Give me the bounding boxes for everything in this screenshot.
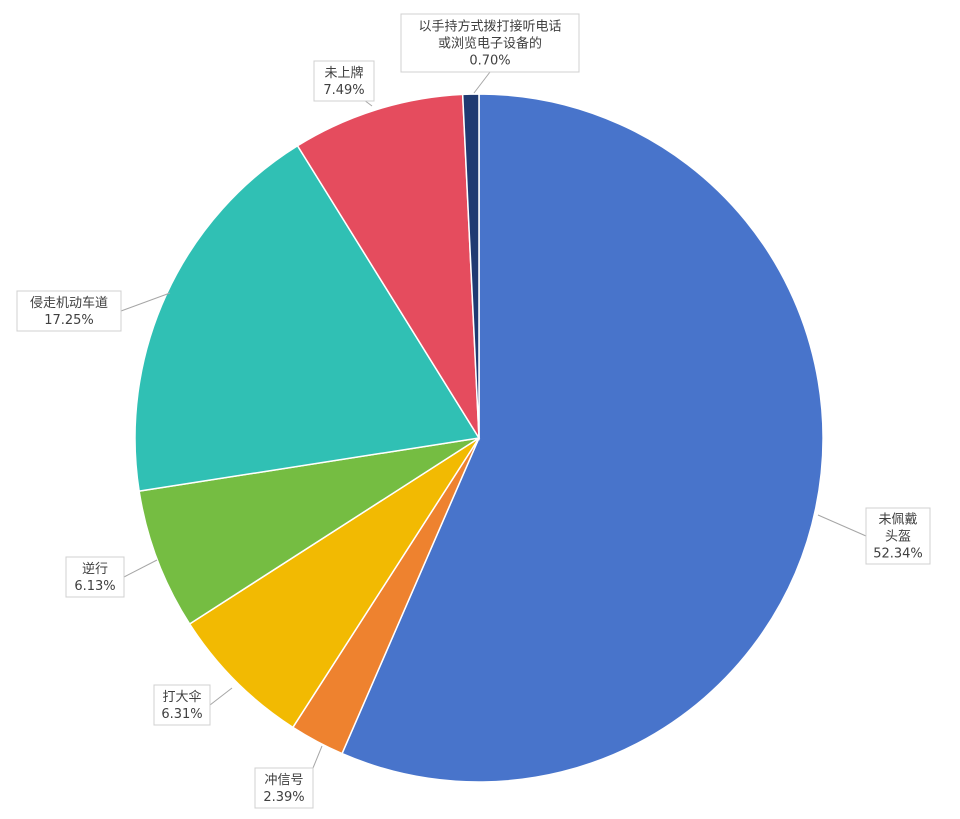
pie-slice bbox=[341, 93, 824, 783]
leader-line bbox=[817, 514, 867, 537]
slice-value-label: 6.31% bbox=[161, 707, 202, 722]
slice-category-label: 以手持方式拨打接听电话 bbox=[418, 19, 561, 35]
slice-value-label: 52.34% bbox=[873, 547, 923, 562]
slice-category-label: 未佩戴 bbox=[878, 513, 917, 528]
pie-slice bbox=[461, 93, 480, 439]
pie-slice bbox=[188, 437, 480, 729]
slice-category-label: 或浏览电子设备的 bbox=[438, 36, 542, 52]
label-box bbox=[153, 684, 211, 726]
label-box bbox=[400, 13, 580, 73]
slice-category-label: 头盔 bbox=[885, 529, 911, 545]
slice-category-label: 冲信号 bbox=[264, 773, 303, 788]
slice-category-label: 打大伞 bbox=[162, 689, 201, 705]
slice-value-label: 17.25% bbox=[44, 313, 94, 328]
label-box bbox=[65, 556, 125, 598]
label-box bbox=[313, 60, 375, 102]
slice-label: 冲信号 2.39% bbox=[254, 767, 314, 809]
slice-value-label: 7.49% bbox=[323, 83, 364, 98]
leader-line bbox=[312, 745, 323, 769]
pie-slices bbox=[134, 93, 824, 783]
leader-line bbox=[123, 559, 158, 578]
label-box bbox=[865, 507, 931, 565]
slice-label: 未上牌 7.49% bbox=[313, 60, 375, 102]
slice-category-label: 未上牌 bbox=[324, 65, 363, 81]
slice-value-label: 6.13% bbox=[74, 579, 115, 594]
leader-line bbox=[120, 292, 171, 312]
slice-label: 逆行 6.13% bbox=[65, 556, 125, 598]
pie-slice bbox=[138, 437, 480, 625]
slice-category-label: 逆行 bbox=[82, 561, 108, 577]
slice-value-label: 0.70% bbox=[469, 54, 510, 69]
label-box bbox=[254, 767, 314, 809]
slice-label: 侵走机动车道 17.25% bbox=[16, 290, 122, 332]
leader-line bbox=[209, 687, 233, 706]
pie-slice bbox=[296, 93, 480, 441]
label-box bbox=[16, 290, 122, 332]
leader-line bbox=[473, 71, 491, 94]
slice-label: 打大伞 6.31% bbox=[153, 684, 211, 726]
slice-category-label: 侵走机动车道 bbox=[30, 295, 108, 311]
slice-value-label: 2.39% bbox=[263, 790, 304, 805]
